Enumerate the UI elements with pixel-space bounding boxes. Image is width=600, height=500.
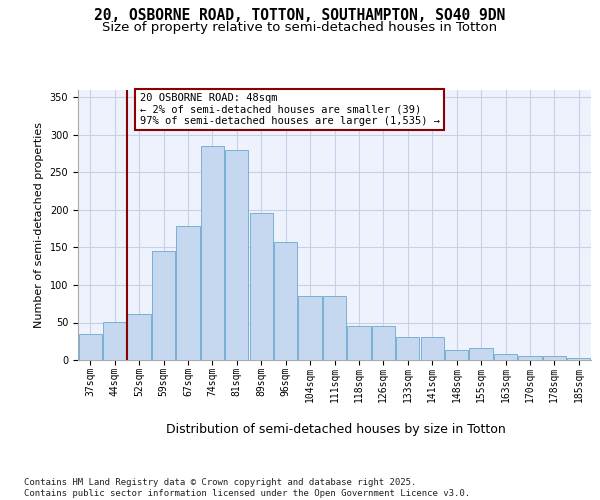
Y-axis label: Number of semi-detached properties: Number of semi-detached properties — [34, 122, 44, 328]
Bar — [494, 354, 517, 360]
Bar — [298, 296, 322, 360]
Bar — [103, 322, 126, 360]
Bar — [176, 226, 200, 360]
Bar — [274, 242, 297, 360]
Bar — [567, 358, 590, 360]
Text: 20 OSBORNE ROAD: 48sqm
← 2% of semi-detached houses are smaller (39)
97% of semi: 20 OSBORNE ROAD: 48sqm ← 2% of semi-deta… — [140, 92, 440, 126]
Bar — [127, 314, 151, 360]
Bar — [225, 150, 248, 360]
Bar — [543, 356, 566, 360]
Bar — [372, 326, 395, 360]
Text: Contains HM Land Registry data © Crown copyright and database right 2025.
Contai: Contains HM Land Registry data © Crown c… — [24, 478, 470, 498]
Bar — [396, 337, 419, 360]
Bar — [518, 356, 542, 360]
Bar — [347, 326, 371, 360]
Bar — [152, 251, 175, 360]
Bar — [323, 296, 346, 360]
Text: Distribution of semi-detached houses by size in Totton: Distribution of semi-detached houses by … — [166, 422, 506, 436]
Bar — [421, 337, 444, 360]
Bar — [79, 334, 102, 360]
Bar — [469, 348, 493, 360]
Text: Size of property relative to semi-detached houses in Totton: Size of property relative to semi-detach… — [103, 22, 497, 35]
Bar — [250, 213, 273, 360]
Bar — [201, 146, 224, 360]
Bar — [445, 350, 468, 360]
Text: 20, OSBORNE ROAD, TOTTON, SOUTHAMPTON, SO40 9DN: 20, OSBORNE ROAD, TOTTON, SOUTHAMPTON, S… — [94, 8, 506, 22]
